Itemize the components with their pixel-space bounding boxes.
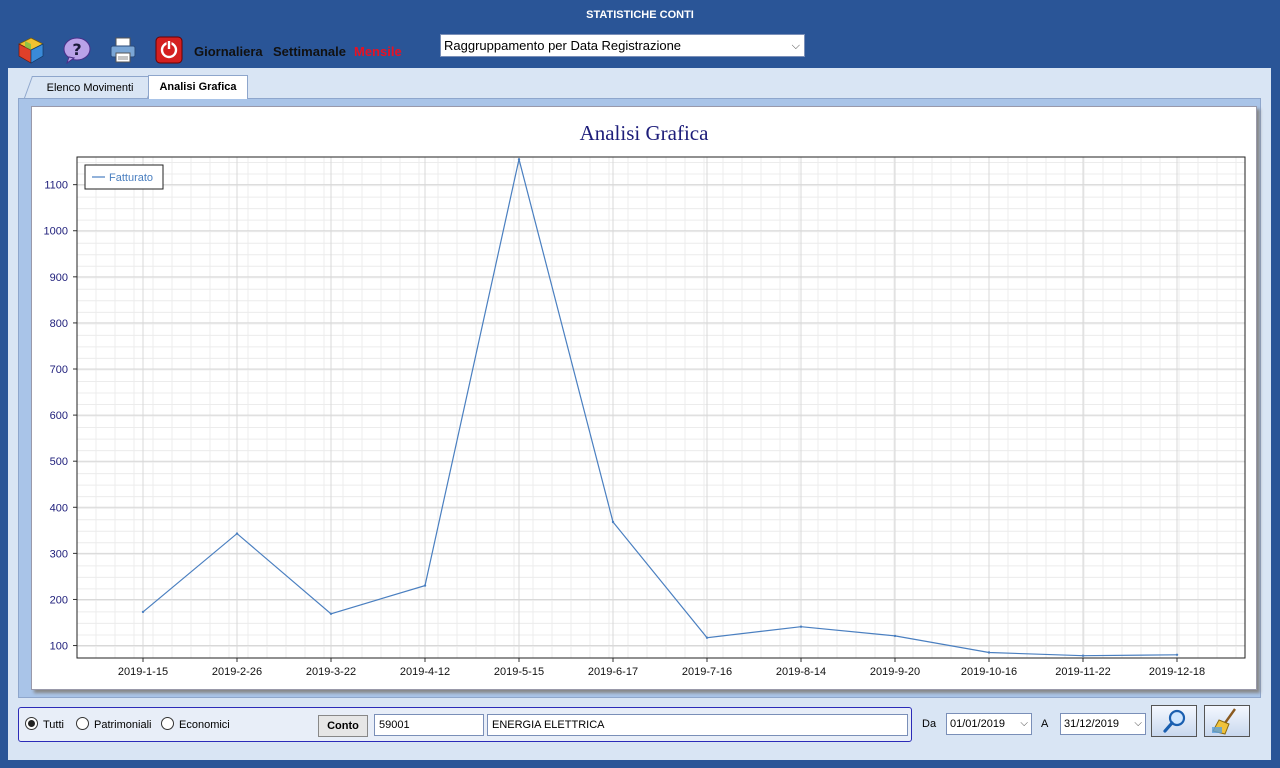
data-point [611, 520, 615, 524]
radio-economici-label: Economici [179, 719, 230, 731]
data-point [235, 532, 239, 535]
period-monthly-option[interactable]: Mensile [354, 44, 402, 59]
filter-bar: Tutti Patrimoniali Economici Conto 59001… [18, 707, 912, 742]
x-tick-label: 2019-4-12 [400, 666, 450, 678]
data-point [1081, 654, 1085, 657]
y-tick-label: 1000 [44, 226, 68, 238]
date-from-value: 01/01/2019 [950, 718, 1006, 730]
radio-economici[interactable]: Economici [161, 717, 230, 731]
legend-label: Fatturato [109, 172, 153, 184]
date-from-label: Da [922, 718, 937, 730]
grouping-select[interactable]: Raggruppamento per Data Registrazione ⌵ [440, 34, 805, 57]
conto-button[interactable]: Conto [318, 715, 368, 737]
y-tick-label: 900 [50, 272, 68, 284]
tab-elenco-movimenti-label: Elenco Movimenti [46, 82, 134, 94]
svg-text:?: ? [72, 40, 81, 59]
chevron-down-icon: ⌵ [1020, 718, 1028, 729]
radio-patrimoniali-dot [76, 717, 89, 730]
tab-analisi-grafica-label: Analisi Grafica [159, 81, 237, 93]
plot-area-border [76, 156, 1246, 659]
conto-code-field[interactable]: 59001 [374, 714, 484, 736]
chart-container: Analisi Grafica 100 200 300 400 500 600 700 800… [31, 106, 1257, 690]
window-bottom-border [0, 760, 1280, 768]
conto-description-field[interactable]: ENERGIA ELETTRICA [487, 714, 908, 736]
data-point [799, 625, 803, 628]
data-point [141, 610, 145, 614]
radio-patrimoniali[interactable]: Patrimoniali [76, 717, 151, 731]
toolbar: ? Giornaliera Settimanale Mensile Raggru… [8, 30, 1271, 68]
y-tick-label: 600 [50, 410, 68, 422]
broom-icon [1212, 708, 1236, 735]
y-tick-label: 200 [50, 594, 68, 606]
data-point [1175, 653, 1179, 656]
tab-elenco-movimenti[interactable]: Elenco Movimenti [23, 76, 157, 98]
x-tick-label: 2019-10-16 [961, 666, 1017, 678]
data-point [705, 636, 709, 639]
data-point [987, 651, 991, 654]
radio-economici-dot [161, 717, 174, 730]
chart-title: Analisi Grafica [579, 121, 709, 145]
period-weekly-option[interactable]: Settimanale [273, 44, 346, 59]
grouping-select-value: Raggruppamento per Data Registrazione [444, 38, 682, 53]
data-point [423, 584, 427, 587]
series-line-fatturato [142, 159, 1178, 657]
tab-analisi-grafica[interactable]: Analisi Grafica [148, 75, 248, 99]
radio-tutti[interactable]: Tutti [25, 717, 64, 731]
x-tick-label: 2019-8-14 [776, 666, 826, 678]
printer-icon[interactable] [108, 36, 138, 64]
radio-tutti-dot [25, 717, 38, 730]
data-point [517, 158, 521, 161]
y-tick-label: 400 [50, 502, 68, 514]
y-tick-label: 100 [50, 641, 68, 653]
radio-tutti-label: Tutti [43, 719, 64, 731]
x-tick-label: 2019-6-17 [588, 666, 638, 678]
date-to-value: 31/12/2019 [1064, 718, 1120, 730]
clear-button[interactable] [1204, 705, 1250, 737]
tab-body: Analisi Grafica 100 200 300 400 500 600 700 800… [18, 98, 1261, 698]
x-tick-label: 2019-2-26 [212, 666, 262, 678]
y-tick-label: 800 [50, 318, 68, 330]
x-tick-label: 2019-3-22 [306, 666, 356, 678]
chevron-down-icon: ⌵ [1134, 718, 1142, 729]
x-tick-label: 2019-9-20 [870, 666, 920, 678]
power-icon[interactable] [154, 36, 184, 64]
chevron-down-icon: ⌵ [791, 40, 800, 52]
cube-icon[interactable] [16, 36, 46, 64]
x-tick-label: 2019-12-18 [1149, 666, 1205, 678]
period-daily-option[interactable]: Giornaliera [194, 44, 263, 59]
date-to-label: A [1041, 718, 1049, 730]
magnifier-icon [1163, 709, 1186, 733]
x-tick-label: 2019-7-16 [682, 666, 732, 678]
x-tick-label: 2019-11-22 [1055, 666, 1110, 678]
data-point [893, 634, 897, 638]
date-to-picker[interactable]: 31/12/2019 ⌵ [1060, 713, 1146, 735]
y-tick-label: 1100 [44, 180, 68, 192]
main-panel: Elenco Movimenti Analisi Grafica Analisi… [8, 68, 1271, 760]
radio-patrimoniali-label: Patrimoniali [94, 719, 152, 731]
data-point [329, 612, 333, 615]
x-tick-label: 2019-1-15 [118, 666, 168, 678]
date-from-picker[interactable]: 01/01/2019 ⌵ [946, 713, 1032, 735]
x-tick-label: 2019-5-15 [494, 666, 544, 678]
help-icon[interactable]: ? [62, 36, 92, 65]
search-button[interactable] [1151, 705, 1197, 737]
y-tick-label: 300 [50, 548, 68, 560]
window-title: STATISTICHE CONTI [0, 0, 1280, 30]
y-tick-label: 500 [50, 456, 68, 468]
y-tick-label: 700 [50, 364, 68, 376]
line-chart: 100 200 300 400 500 600 700 800 900 1000 1100 2019-… [44, 156, 1246, 678]
